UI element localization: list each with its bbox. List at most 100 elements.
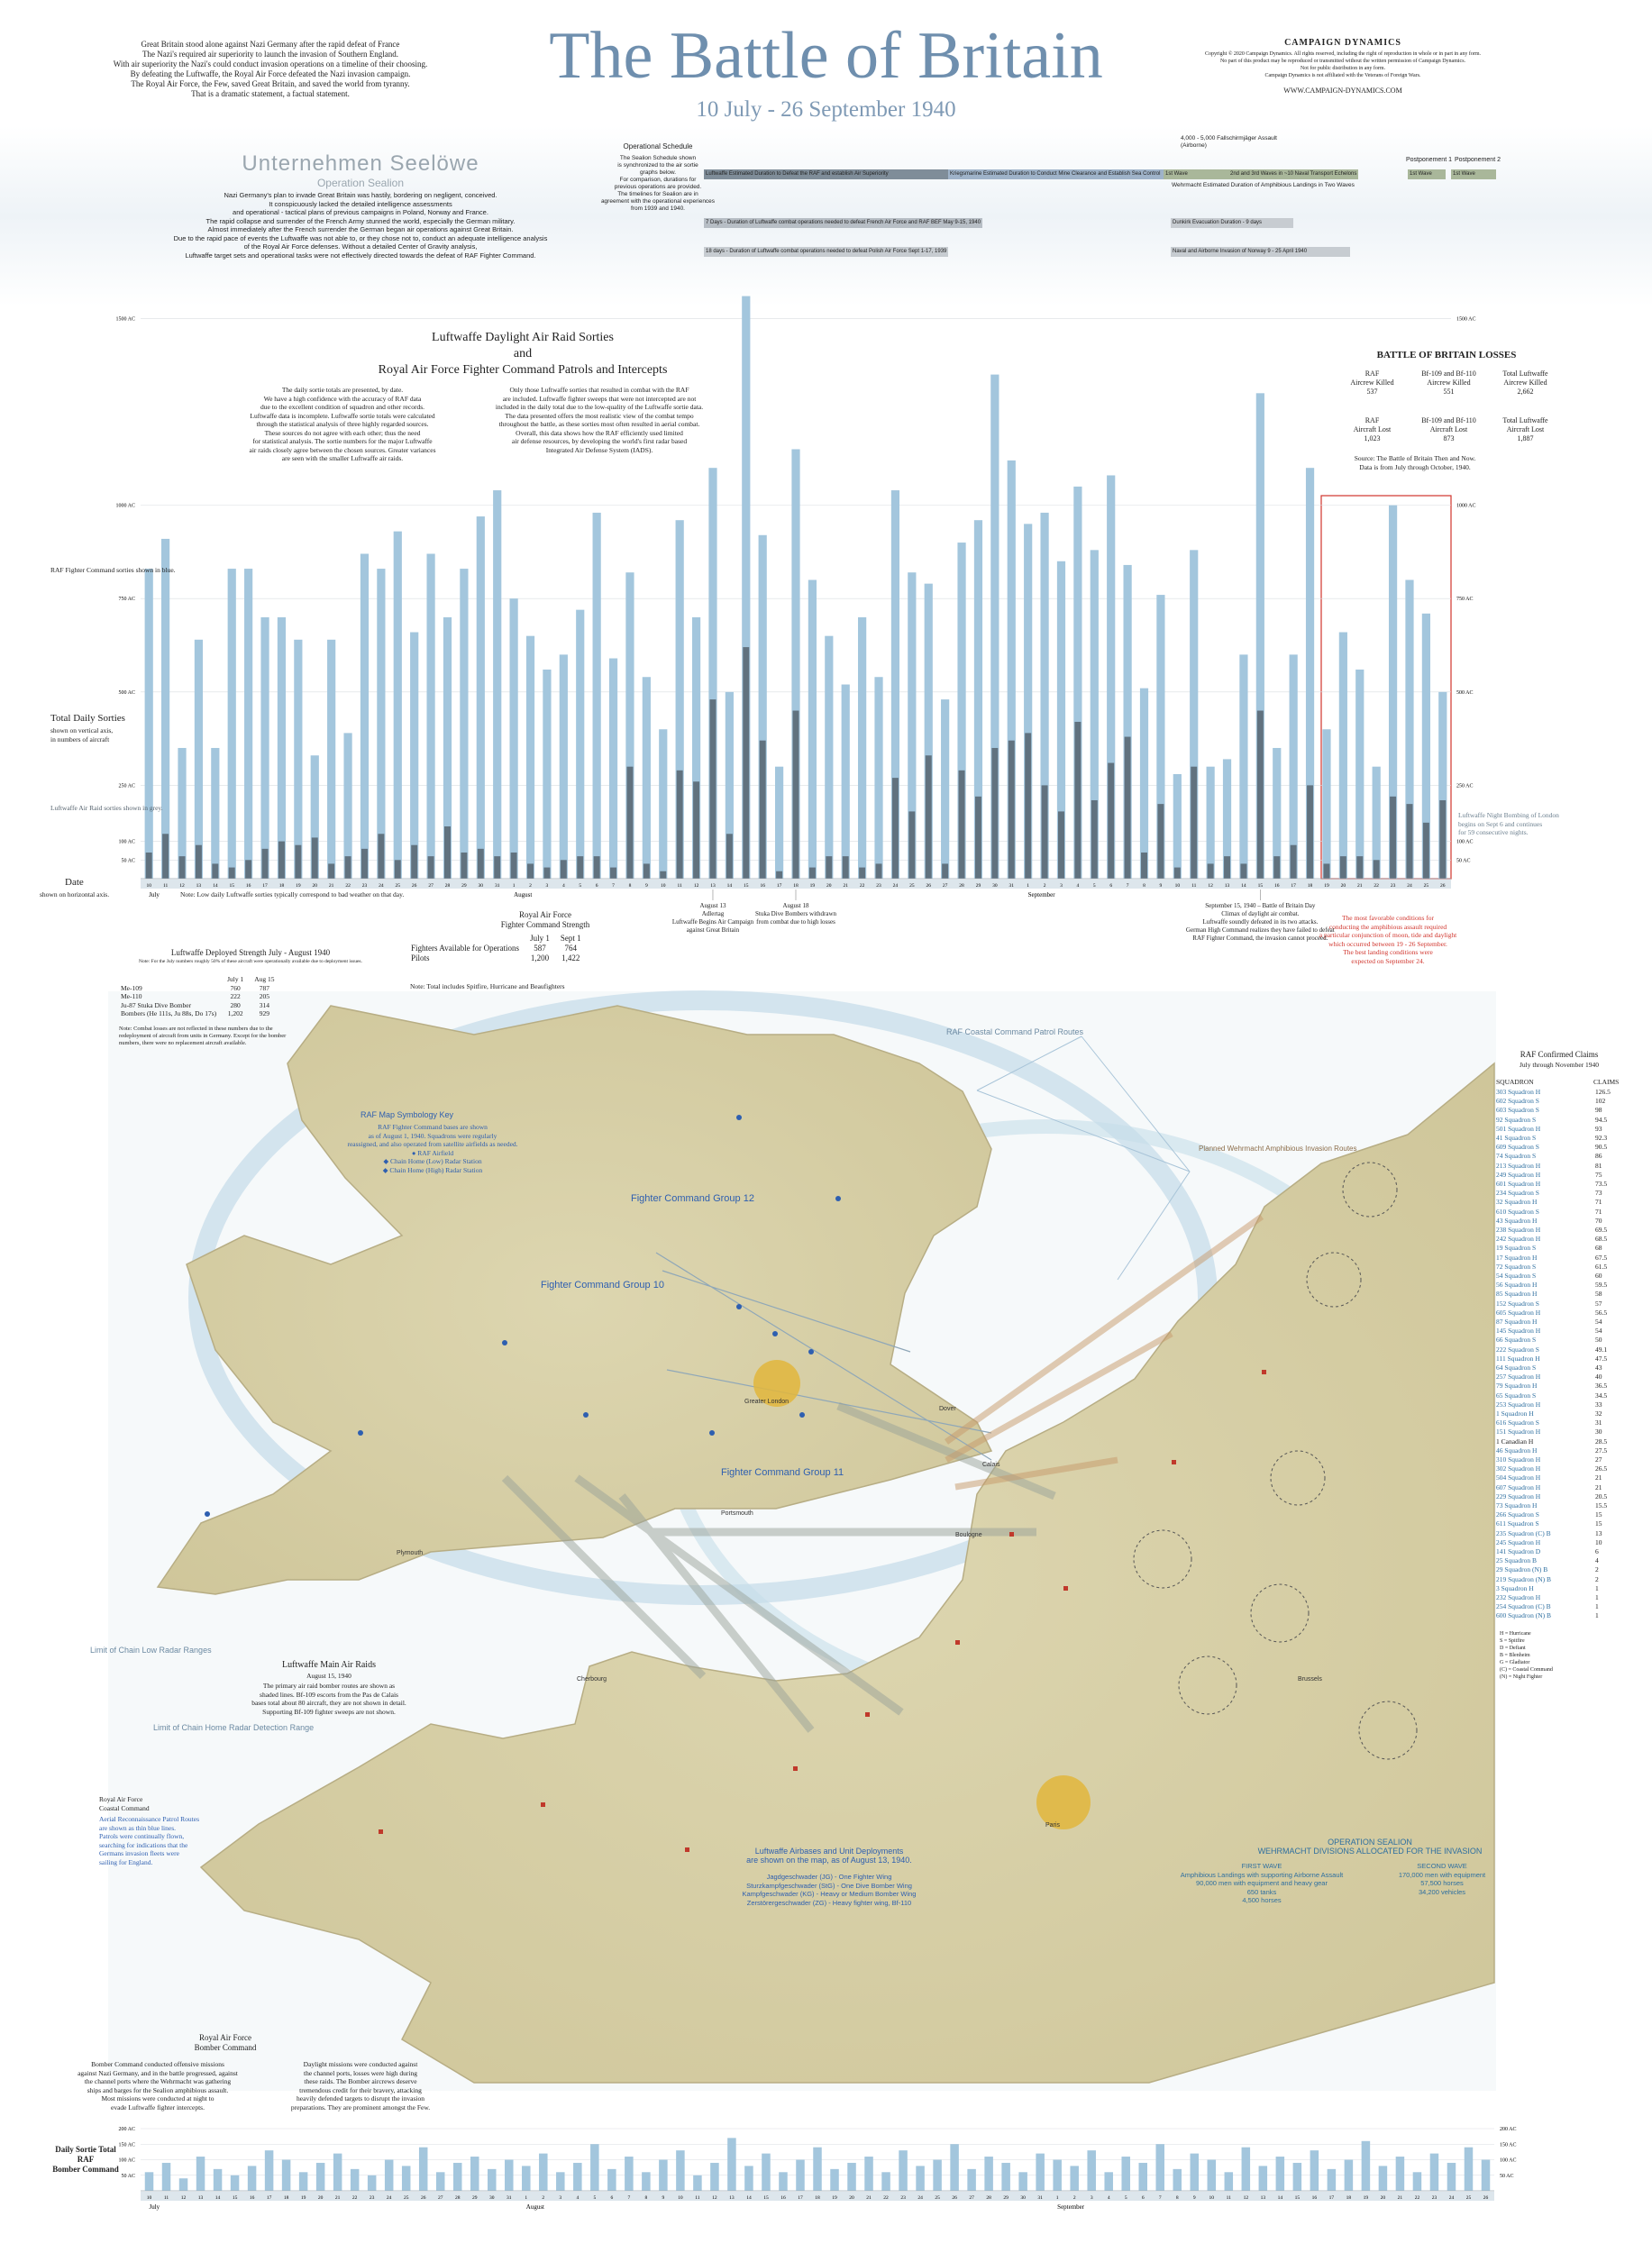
raf-bar <box>1053 2159 1062 2191</box>
x-tick-label: 28 <box>455 2195 461 2201</box>
postponement: Postponement 1 <box>1406 157 1452 163</box>
x-tick-label: 5 <box>1125 2195 1127 2201</box>
claim: 50 <box>1595 1336 1602 1345</box>
text-line: which occurred between 19 - 26 September… <box>1328 939 1447 948</box>
squadron: 229 Squadron H <box>1496 1491 1541 1500</box>
raf-bar <box>1139 688 1149 879</box>
y-axis-label: Total Daily Sorties <box>50 713 125 724</box>
raf-bar <box>659 2159 668 2191</box>
x-tick-label: 5 <box>593 2195 596 2201</box>
text-line: Campaign Dynamics is not affiliated with… <box>1264 73 1421 78</box>
x-tick-label: 21 <box>335 2195 341 2201</box>
text-line: of the Royal Air Force defenses. Without… <box>243 242 478 251</box>
text-line: Coastal Command <box>99 1803 150 1812</box>
x-tick-label: 14 <box>1241 883 1246 889</box>
text-line: WEHRMACHT DIVISIONS ALLOCATED FOR THE IN… <box>1257 1846 1483 1856</box>
raf-bar <box>1429 2153 1439 2191</box>
raf-bar <box>957 543 966 879</box>
luftwaffe-bar <box>709 699 716 879</box>
claim: 30 <box>1595 1428 1602 1437</box>
x-tick-label: 19 <box>1324 883 1329 889</box>
text-line: Source: The Battle of Britain Then and N… <box>1354 454 1476 462</box>
cell: 1,202 <box>227 1009 243 1017</box>
row: Me-110 222 205 <box>115 992 280 1001</box>
squadron: 151 Squadron H <box>1496 1428 1541 1437</box>
map-label: Calais <box>982 1462 1000 1468</box>
luftwaffe-bar <box>743 647 750 879</box>
x-tick-label: 2 <box>529 883 532 889</box>
luftwaffe-bar <box>776 871 783 879</box>
map-label: Dover <box>939 1406 956 1412</box>
x-tick-label: 26 <box>421 2195 426 2201</box>
x-tick-label: 7 <box>612 883 615 889</box>
x-tick-label: 23 <box>370 2195 375 2201</box>
paris-area <box>1036 1775 1091 1829</box>
luftwaffe-bar <box>295 844 302 879</box>
raf-bar <box>973 520 983 879</box>
claim: 15 <box>1595 1510 1602 1519</box>
raf-bar <box>990 374 999 879</box>
header-row: July 1 Sept 1 <box>406 934 587 944</box>
claim: 90.5 <box>1595 1143 1608 1152</box>
y-tick-label: 250 AC <box>118 783 135 789</box>
luftwaffe-bar <box>842 856 849 879</box>
squadron: 66 Squadron S <box>1496 1336 1537 1345</box>
raf-bar <box>841 684 850 879</box>
claims-legend: S = Spitfire <box>1500 1638 1525 1644</box>
squadron: 253 Squadron H <box>1496 1400 1541 1409</box>
x-tick-label: 6 <box>1109 883 1112 889</box>
claim: 26.5 <box>1595 1464 1608 1473</box>
text-line: RAF <box>77 2155 95 2164</box>
airbases-text: Jagdgeschwader (JG) - One Fighter Wing St… <box>703 1873 955 1907</box>
x-tick-label: 2 <box>1073 2195 1076 2201</box>
schedule-bar: Naval and Airborne Invasion of Norway 9 … <box>1171 247 1350 257</box>
raf-bar <box>693 2175 702 2191</box>
raf-bar <box>864 2157 873 2191</box>
series-label: RAF Fighter Command sorties shown in blu… <box>50 566 176 574</box>
coastal-title: Royal Air Force Coastal Command <box>99 1795 150 1812</box>
schedule-bar: 18 days - Duration of Luftwaffe combat o… <box>704 247 949 257</box>
raf-bar <box>1255 393 1264 879</box>
raf-bar <box>1421 613 1430 879</box>
luftwaffe-bar <box>1240 863 1247 879</box>
x-tick-label: 9 <box>662 2195 665 2201</box>
x-tick-label: 16 <box>1274 883 1280 889</box>
raf-bar <box>908 572 917 879</box>
annotation-text: from combat due to high losses <box>756 918 835 926</box>
text-line: agreement with the operational experienc… <box>600 198 716 205</box>
claim: 15 <box>1595 1519 1602 1528</box>
raf-bar <box>899 2150 908 2191</box>
x-tick-label: 28 <box>986 2195 991 2201</box>
loss-cell: Bf-109 and Bf-110 Aircraft Lost 873 <box>1421 416 1476 442</box>
lw-strength-title: Luftwaffe Deployed Strength July - Augus… <box>170 948 331 957</box>
claim: 1 <box>1595 1602 1599 1611</box>
luftwaffe-bar <box>808 867 816 879</box>
y-tick-label: 750 AC <box>1456 597 1474 602</box>
x-tick-label: 22 <box>1415 2195 1420 2201</box>
y-tick-label: 500 AC <box>118 690 135 696</box>
raf-bar <box>592 512 601 879</box>
claim: 4 <box>1595 1556 1599 1565</box>
claim: 2 <box>1595 1574 1599 1583</box>
date-strip <box>141 2192 1494 2201</box>
luftwaffe-bar <box>1406 804 1413 879</box>
schedule-title: Operational Schedule <box>623 142 693 151</box>
x-tick-label: 30 <box>1020 2195 1026 2201</box>
raf-bar <box>1405 579 1414 879</box>
month-label: September <box>1057 2203 1085 2211</box>
text-line: Amphibious Landings with supporting Airb… <box>1180 1870 1344 1879</box>
x-tick-label: 25 <box>935 2195 940 2201</box>
raf-bar <box>642 2172 651 2191</box>
text-line: The Royal Air Force, the Few, saved Grea… <box>131 79 410 88</box>
losses-title: BATTLE OF BRITAIN LOSSES <box>1376 350 1517 360</box>
raf-bar <box>1412 2172 1422 2191</box>
cell: 764 <box>564 944 577 953</box>
annotation-text: Luftwaffe Begins Air Campaign <box>671 918 754 926</box>
air-raids-text: The primary air raid bomber routes are s… <box>225 1682 433 1716</box>
raf-bar <box>493 490 502 879</box>
raf-bar <box>1040 512 1049 879</box>
luftwaffe-bar <box>958 770 965 879</box>
squadron: 234 Squadron S <box>1496 1189 1539 1198</box>
luftwaffe-bar <box>577 856 584 879</box>
x-tick-label: 30 <box>479 883 484 889</box>
